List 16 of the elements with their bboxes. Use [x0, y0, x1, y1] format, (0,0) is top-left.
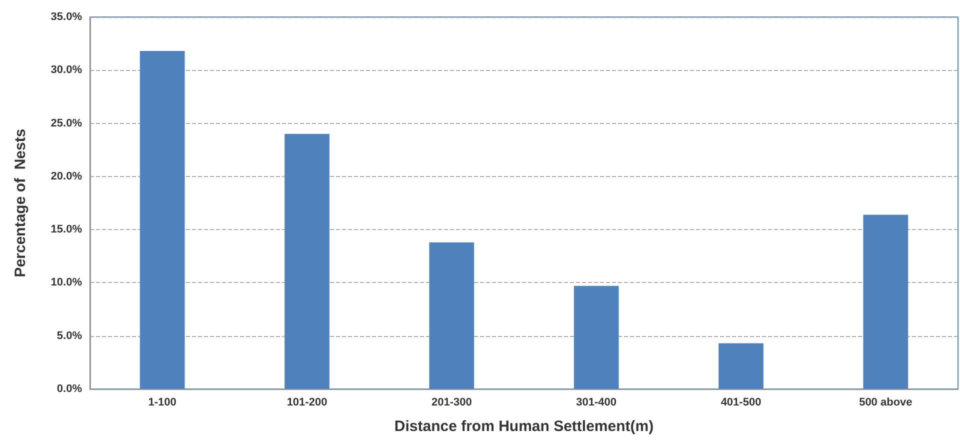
y-tick-label: 5.0% [56, 330, 82, 342]
y-tick-label: 35.0% [50, 11, 82, 23]
x-tick-label: 101-200 [286, 396, 328, 408]
y-axis-title: Percentage of Nests [12, 128, 29, 278]
x-axis-title: Distance from Human Settlement(m) [394, 418, 654, 435]
y-tick-label: 10.0% [50, 276, 82, 289]
y-tick-label: 25.0% [50, 117, 82, 130]
y-tick-label: 15.0% [50, 224, 82, 236]
y-tick-label: 30.0% [50, 64, 82, 76]
x-tick-label: 401-500 [720, 396, 762, 408]
x-tick-label: 201-300 [431, 396, 472, 408]
x-tick-label: 1-100 [148, 396, 176, 408]
x-tick-label: 500 above [859, 396, 912, 408]
y-tick-label: 20.0% [50, 170, 82, 182]
x-tick-label: 301-400 [576, 396, 617, 408]
y-tick-label: 0.0% [56, 383, 82, 395]
